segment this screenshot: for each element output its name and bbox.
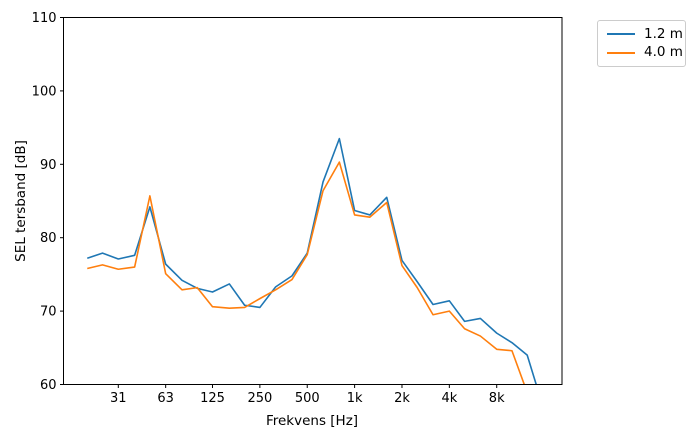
legend-item: 4.0 m [607, 45, 683, 60]
legend-label-series-1: 1.2 m [644, 25, 683, 42]
x-tick-label: 125 [200, 391, 225, 406]
plot-border [63, 17, 563, 385]
legend-label-series-2: 4.0 m [644, 43, 683, 60]
x-axis-label: Frekvens [Hz] [266, 413, 358, 429]
legend: 1.2 m 4.0 m [597, 20, 686, 67]
x-tick-label: 31 [110, 391, 127, 406]
x-tick-label: 2k [394, 391, 410, 406]
y-axis-label: SEL tersband [dB] [13, 140, 29, 262]
series-lines [87, 137, 538, 385]
legend-item: 1.2 m [607, 27, 683, 42]
series-line-4.0m [87, 161, 526, 385]
x-axis-ticks: 31 63 125 250 500 1k 2k 4k 8k [110, 384, 505, 406]
y-tick-label: 100 [32, 84, 57, 99]
x-tick-label: 4k [441, 391, 457, 406]
legend-line-swatch-series-1 [607, 33, 635, 36]
y-tick-label: 60 [40, 378, 57, 393]
x-tick-label: 250 [247, 391, 272, 406]
plot-area [63, 17, 562, 385]
series-line-1.2m [87, 137, 538, 385]
y-tick-label: 110 [32, 11, 57, 26]
x-tick-label: 1k [347, 391, 363, 406]
y-tick-label: 70 [40, 305, 57, 320]
x-tick-label: 8k [489, 391, 505, 406]
legend-line-swatch-series-2 [607, 51, 635, 54]
x-tick-label: 63 [157, 391, 174, 406]
x-tick-label: 500 [295, 391, 320, 406]
y-tick-label: 90 [40, 158, 57, 173]
y-axis-ticks: 60 70 80 90 100 110 [32, 11, 64, 393]
y-tick-label: 80 [40, 231, 57, 246]
